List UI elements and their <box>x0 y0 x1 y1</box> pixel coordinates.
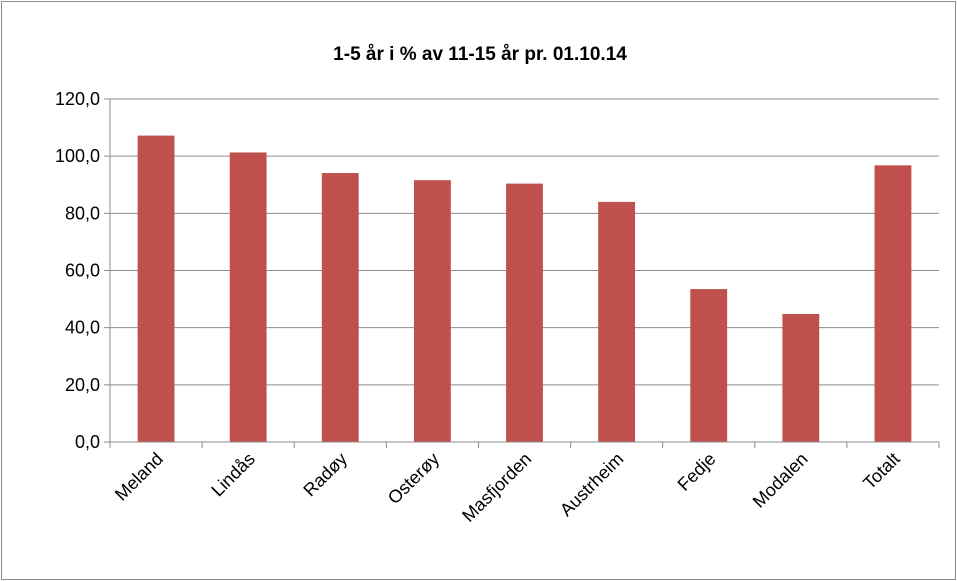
y-tick-label: 120,0 <box>55 89 100 109</box>
chart-title: 1-5 år i % av 11-15 år pr. 01.10.14 <box>333 44 627 65</box>
bar-masfjorden <box>506 183 543 442</box>
x-category-label: Fedje <box>674 449 720 495</box>
bar-austrheim <box>598 201 636 442</box>
y-tick-label: 80,0 <box>65 203 100 223</box>
bar-meland <box>137 135 175 442</box>
x-category-labels: Meland Lindås Radøy Osterøy Masfjorden Austrh… <box>111 449 904 526</box>
x-category-label: Osterøy <box>384 449 443 508</box>
y-tick-labels: 0,0 20,0 40,0 60,0 80,0 100,0 120,0 <box>55 89 100 452</box>
y-tick-label: 60,0 <box>65 261 100 281</box>
x-category-label: Radøy <box>299 449 351 501</box>
bar-lindås <box>229 152 267 442</box>
x-category-label: Modalen <box>749 449 812 512</box>
x-category-label: Lindås <box>207 449 259 501</box>
x-category-label: Totalt <box>859 449 904 494</box>
y-tick-label: 40,0 <box>65 318 100 338</box>
bars <box>137 135 912 443</box>
bar-radøy <box>321 173 359 443</box>
bar-totalt <box>874 165 912 442</box>
x-category-label: Meland <box>111 449 167 505</box>
y-tick-label: 100,0 <box>55 146 100 166</box>
y-tick-label: 0,0 <box>75 432 100 452</box>
bar-osterøy <box>413 180 451 442</box>
x-category-label: Austrheim <box>556 449 627 520</box>
bar-fedje <box>690 289 728 442</box>
x-category-label: Masfjorden <box>458 449 535 526</box>
y-tick-label: 20,0 <box>65 375 100 395</box>
axes <box>104 98 940 448</box>
bar-modalen <box>782 313 820 442</box>
